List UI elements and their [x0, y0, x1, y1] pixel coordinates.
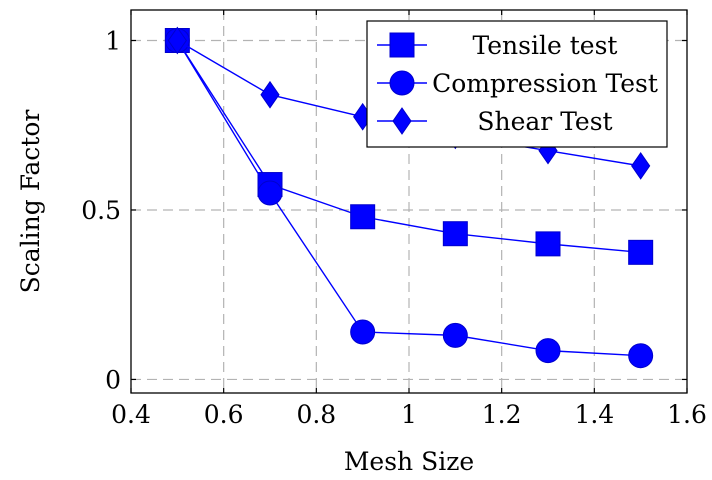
y-axis-label: Scaling Factor — [16, 110, 45, 294]
ticks: 0.4 0.6 0.8 1 1.2 1.4 1.6 0 0.5 1 — [81, 10, 707, 429]
data-point-circle — [442, 322, 468, 348]
data-point-square — [350, 204, 376, 230]
legend-label: Compression Test — [432, 69, 658, 98]
data-point-circle — [535, 338, 561, 364]
data-point-square — [628, 239, 654, 265]
y-tick-label: 0.5 — [81, 196, 121, 225]
series-circle — [164, 28, 654, 369]
x-tick-label: 0.8 — [296, 400, 336, 429]
legend-label: Shear Test — [477, 107, 612, 136]
data-point-diamond — [260, 80, 280, 109]
data-point-diamond — [167, 26, 187, 55]
x-tick-label: 1.4 — [574, 400, 614, 429]
legend-label: Tensile test — [473, 31, 618, 60]
y-tick-label: 0 — [105, 365, 121, 394]
series-line — [176, 40, 641, 254]
series-layer — [164, 26, 654, 369]
data-point-circle — [628, 343, 654, 369]
x-tick-label: 1.2 — [482, 400, 522, 429]
legend: Tensile test Compression Test Shear Test — [366, 20, 668, 148]
x-tick-label: 0.4 — [111, 400, 151, 429]
legend-box — [366, 20, 668, 148]
data-point-circle — [350, 319, 376, 345]
data-point-circle — [257, 180, 283, 206]
data-point-diamond — [631, 152, 651, 180]
y-tick-label: 1 — [105, 27, 121, 56]
series-line — [176, 40, 641, 357]
legend-marker-square — [389, 32, 415, 58]
legend-entry: Compression Test — [377, 69, 658, 98]
x-tick-label: 0.6 — [204, 400, 244, 429]
legend-marker-diamond — [392, 107, 412, 135]
x-axis-label: Mesh Size — [344, 447, 474, 476]
legend-marker-circle — [389, 70, 415, 96]
x-tick-label: 1.6 — [667, 400, 707, 429]
data-point-square — [535, 231, 561, 257]
legend-entry: Tensile test — [377, 31, 617, 60]
legend-entry: Shear Test — [377, 107, 613, 136]
data-point-square — [442, 221, 468, 247]
x-tick-label: 1 — [401, 400, 417, 429]
